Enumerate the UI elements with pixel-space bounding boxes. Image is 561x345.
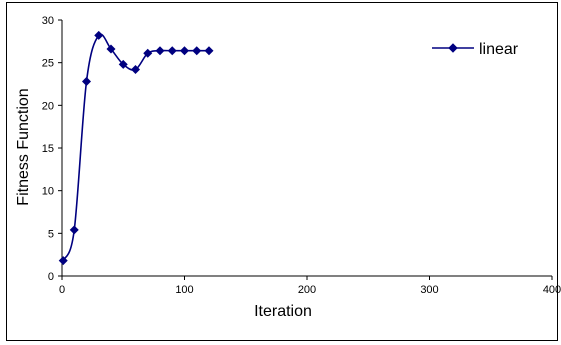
x-tick-label: 400 bbox=[543, 284, 561, 296]
y-tick-label: 15 bbox=[42, 143, 54, 155]
y-tick-label: 5 bbox=[48, 228, 54, 240]
y-tick-label: 25 bbox=[42, 58, 54, 70]
data-point bbox=[179, 46, 190, 56]
data-point bbox=[167, 46, 177, 56]
data-point bbox=[118, 59, 128, 69]
axes bbox=[58, 19, 553, 280]
y-tick-label: 20 bbox=[42, 100, 54, 112]
y-tick-label: 10 bbox=[42, 186, 54, 198]
x-tick-label: 0 bbox=[59, 284, 65, 296]
y-axis-title: Fitness Function bbox=[15, 88, 32, 205]
y-tick-label: 30 bbox=[42, 15, 54, 27]
series-layer bbox=[58, 30, 214, 266]
x-tick-label: 300 bbox=[420, 284, 438, 296]
legend: linear bbox=[432, 41, 519, 58]
data-point bbox=[143, 48, 153, 58]
x-axis-title: Iteration bbox=[254, 303, 312, 320]
legend-marker bbox=[448, 43, 458, 53]
data-point bbox=[106, 44, 116, 54]
x-tick-label: 100 bbox=[175, 284, 193, 296]
data-point bbox=[130, 64, 141, 75]
data-point bbox=[69, 225, 79, 235]
legend-label: linear bbox=[479, 41, 519, 58]
x-tick-label: 200 bbox=[298, 284, 316, 296]
data-point bbox=[58, 256, 68, 266]
y-tick-label: 0 bbox=[48, 271, 54, 283]
data-point bbox=[81, 76, 92, 86]
data-point bbox=[204, 46, 214, 56]
chart-frame bbox=[6, 2, 558, 341]
data-point bbox=[94, 30, 104, 40]
data-point bbox=[155, 46, 165, 56]
data-point bbox=[192, 46, 202, 56]
